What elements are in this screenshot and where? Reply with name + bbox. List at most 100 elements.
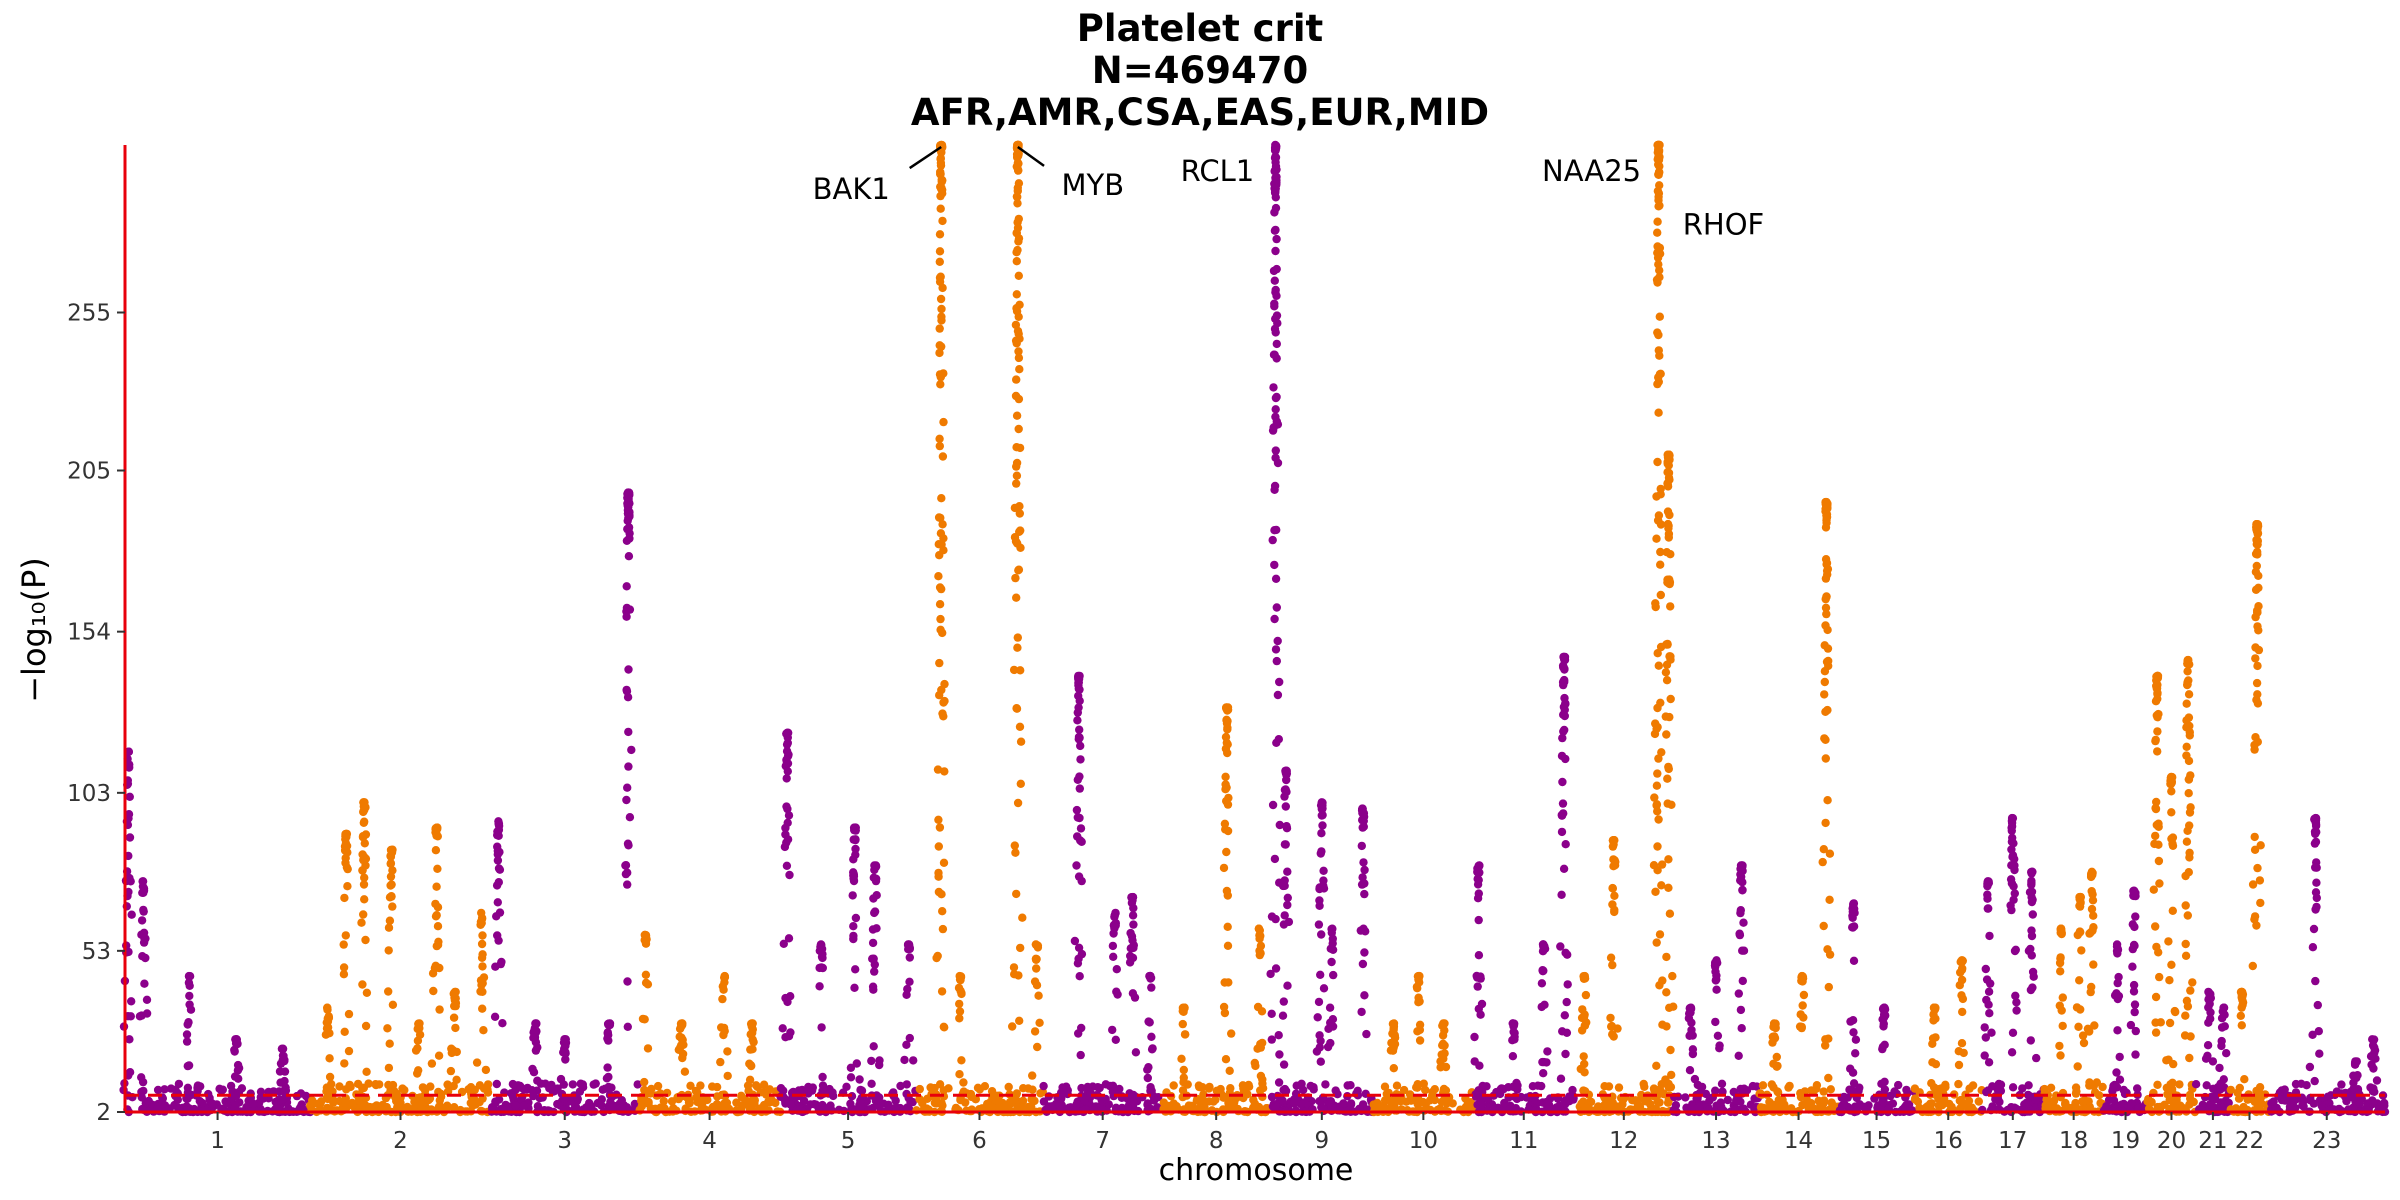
- x-tick-label: 16: [1934, 1128, 1963, 1154]
- chromosome-3-points: [487, 488, 642, 1117]
- snp-point: [1797, 976, 1806, 986]
- snp-point: [686, 1081, 695, 1091]
- snp-point: [1227, 1029, 1236, 1038]
- snp-point: [184, 1061, 194, 1070]
- snp-point: [1244, 1080, 1253, 1090]
- snp-point: [2151, 697, 2161, 706]
- snp-point: [915, 1084, 924, 1094]
- snp-point: [1440, 1049, 1449, 1058]
- snp-point: [339, 940, 348, 949]
- snp-point: [359, 910, 368, 919]
- snp-point: [959, 1078, 968, 1087]
- snp-point: [2238, 998, 2248, 1007]
- snp-point: [1717, 1102, 1726, 1112]
- snp-point: [2182, 716, 2191, 725]
- snp-point: [1560, 711, 1570, 721]
- snp-point: [1928, 1058, 1937, 1067]
- snp-point: [2367, 1052, 2376, 1061]
- snp-point: [1890, 1087, 1899, 1096]
- snp-point: [1818, 857, 1827, 867]
- snp-point: [783, 759, 793, 768]
- snp-point: [1221, 785, 1230, 794]
- snp-point: [934, 842, 943, 851]
- snp-point: [1533, 1081, 1543, 1090]
- snp-point: [2175, 1080, 2184, 1089]
- snp-point: [1149, 1096, 1159, 1105]
- snp-point: [1685, 1066, 1695, 1075]
- snp-point: [1015, 509, 1024, 518]
- snp-point: [936, 161, 946, 170]
- snp-point: [279, 1095, 288, 1104]
- snp-point: [1557, 827, 1567, 837]
- snp-point: [2253, 661, 2262, 671]
- snp-point: [1436, 1063, 1445, 1072]
- snp-point: [1823, 503, 1832, 512]
- snp-point: [784, 1032, 794, 1041]
- snp-point: [1880, 1077, 1889, 1087]
- snp-point: [939, 712, 948, 721]
- snp-point: [2285, 1102, 2295, 1112]
- snp-point: [1848, 1068, 1858, 1077]
- snp-point: [1282, 770, 1291, 779]
- snp-point: [2191, 1080, 2201, 1089]
- snp-point: [1796, 1089, 1805, 1098]
- snp-point: [174, 1079, 184, 1089]
- snp-point: [818, 949, 827, 959]
- snp-point: [1358, 805, 1367, 814]
- snp-point: [1270, 276, 1280, 285]
- snp-point: [1666, 694, 1675, 704]
- chromosome-2-points: [306, 798, 493, 1117]
- snp-point: [325, 1029, 334, 1038]
- snp-point: [230, 1072, 240, 1081]
- snp-point: [1473, 894, 1483, 903]
- snp-point: [1561, 1049, 1570, 1059]
- y-axis-label: −log₁₀(P): [15, 557, 53, 703]
- snp-point: [1821, 754, 1831, 763]
- snp-point: [622, 687, 632, 696]
- snp-point: [938, 924, 948, 934]
- snp-point: [183, 1094, 192, 1104]
- snp-point: [446, 1066, 456, 1076]
- snp-point: [1357, 1007, 1366, 1017]
- snp-point: [2167, 787, 2176, 796]
- snp-point: [385, 1039, 394, 1048]
- snp-point: [783, 767, 792, 776]
- x-tick-label: 15: [1862, 1128, 1891, 1154]
- snp-point: [1428, 1091, 1437, 1100]
- snp-point: [1681, 1093, 1690, 1102]
- snp-point: [2248, 961, 2257, 971]
- snp-point: [2008, 1083, 2018, 1092]
- snp-point: [716, 1057, 725, 1067]
- snp-point: [127, 910, 136, 919]
- snp-point: [1013, 223, 1023, 232]
- x-tick-label: 11: [1509, 1128, 1538, 1154]
- snp-point: [623, 783, 632, 792]
- snp-point: [1985, 931, 1994, 941]
- snp-point: [1283, 867, 1292, 876]
- snp-point: [1569, 1095, 1578, 1104]
- snp-point: [1656, 590, 1666, 600]
- snp-point: [2009, 895, 2018, 904]
- snp-point: [1126, 928, 1135, 938]
- snp-point: [956, 972, 965, 981]
- snp-point: [846, 1073, 856, 1082]
- snp-point: [935, 658, 944, 668]
- snp-point: [418, 1083, 428, 1092]
- snp-point: [1077, 1023, 1086, 1033]
- snp-point: [450, 1001, 459, 1011]
- snp-point: [2052, 1091, 2061, 1100]
- snp-point: [603, 1063, 612, 1072]
- snp-point: [1326, 1038, 1335, 1048]
- snp-point: [1016, 543, 1025, 552]
- snp-point: [1272, 656, 1282, 666]
- snp-point: [1926, 1099, 1935, 1109]
- snp-point: [186, 1005, 196, 1014]
- snp-point: [1713, 1031, 1723, 1041]
- snp-point: [937, 494, 946, 503]
- snp-point: [815, 982, 824, 991]
- snp-point: [1661, 668, 1671, 677]
- snp-point: [1604, 1082, 1614, 1091]
- snp-point: [1283, 981, 1292, 990]
- snp-point: [719, 985, 728, 994]
- snp-point: [1389, 1024, 1398, 1033]
